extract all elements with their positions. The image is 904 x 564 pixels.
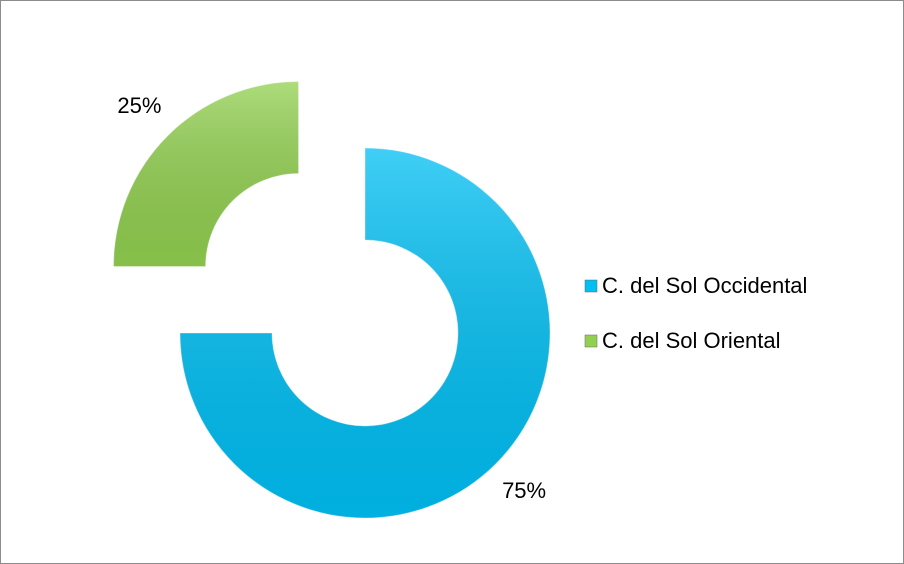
segment-sheen bbox=[180, 148, 550, 518]
legend-label: C. del Sol Occidental bbox=[602, 273, 807, 298]
legend-swatch bbox=[584, 334, 598, 348]
data-label: 75% bbox=[502, 478, 546, 503]
legend-swatch bbox=[584, 279, 598, 293]
segment-sheen bbox=[113, 81, 299, 267]
data-label: 25% bbox=[117, 93, 161, 118]
legend-label: C. del Sol Oriental bbox=[602, 328, 781, 353]
